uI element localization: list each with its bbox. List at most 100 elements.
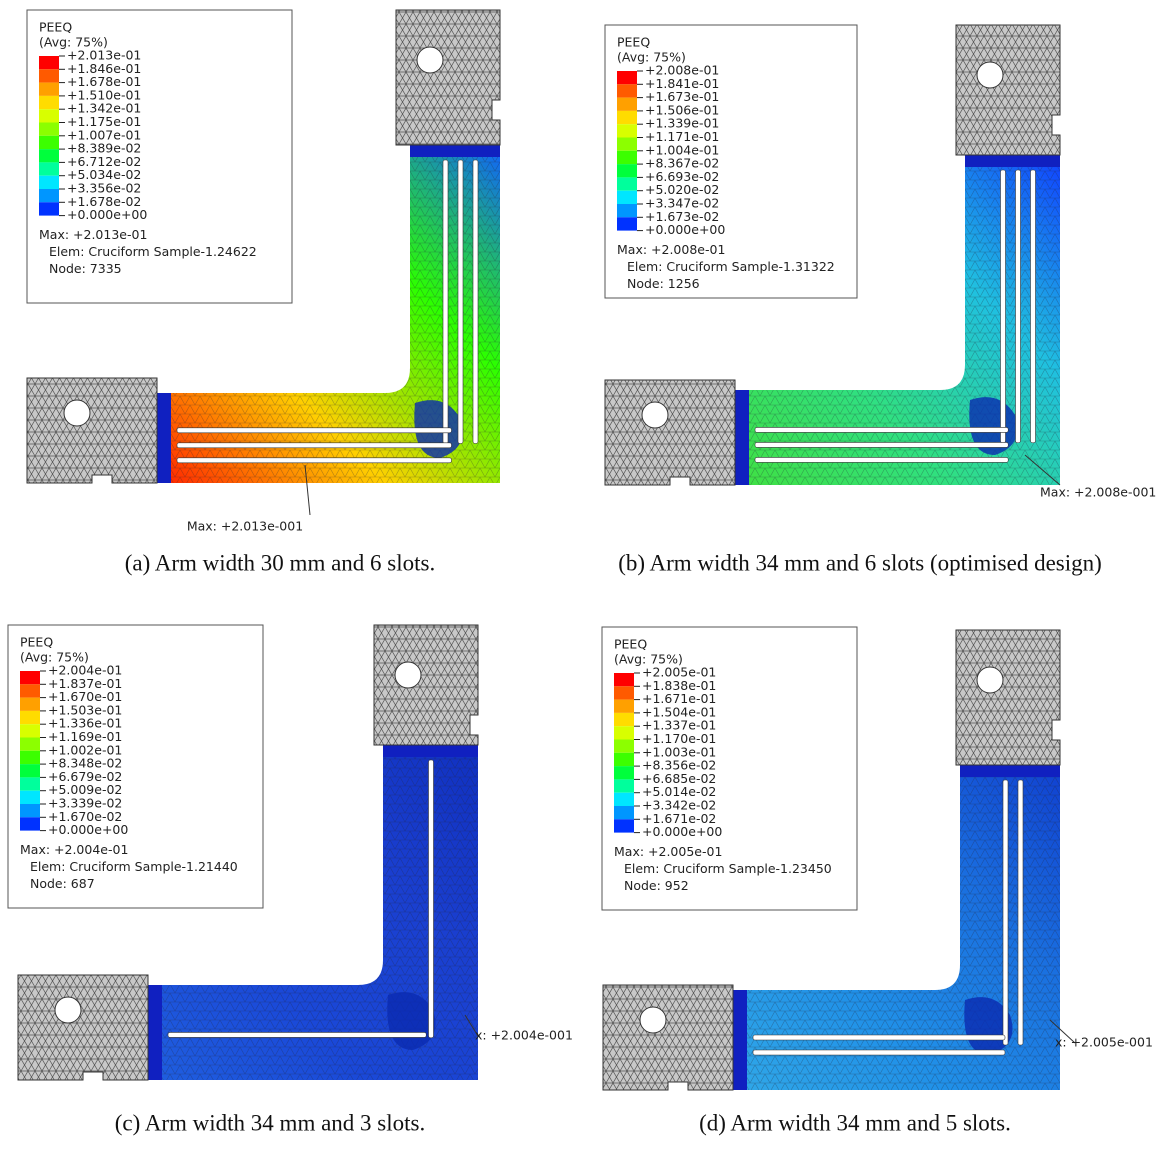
- legend-level: +1.673e-02: [645, 209, 719, 224]
- legend-box: [601, 626, 858, 911]
- panel: PEEQ(Avg: 75%)+2.005e-01+1.838e-01+1.671…: [601, 626, 1153, 1135]
- slot: [754, 457, 1009, 463]
- color-band: [614, 686, 634, 700]
- color-band: [20, 777, 40, 791]
- color-band: [614, 779, 634, 793]
- clamp: [733, 990, 747, 1090]
- legend-elem: Elem: Cruciform Sample-1.21440: [30, 859, 238, 874]
- legend-level: +6.679e-02: [48, 769, 122, 784]
- legend-level: +1.504e-01: [642, 704, 716, 719]
- caption: (c) Arm width 34 mm and 3 slots.: [115, 1110, 425, 1135]
- color-band: [20, 737, 40, 751]
- color-band: [20, 790, 40, 804]
- legend-level: +1.171e-01: [645, 129, 719, 144]
- color-band: [20, 671, 40, 685]
- legend-level: +5.020e-02: [645, 182, 719, 197]
- legend-box: [604, 24, 858, 299]
- color-band: [20, 724, 40, 738]
- color-band: [20, 697, 40, 711]
- slot: [1002, 779, 1009, 1046]
- caption: (b) Arm width 34 mm and 6 slots (optimis…: [618, 550, 1102, 575]
- legend-node: Node: 952: [624, 878, 689, 893]
- color-band: [617, 177, 637, 191]
- color-band: [617, 97, 637, 111]
- legend-node: Node: 7335: [49, 261, 122, 276]
- legend-title: PEEQ: [39, 20, 72, 35]
- legend-elem: Elem: Cruciform Sample-1.23450: [624, 861, 832, 876]
- color-band: [617, 204, 637, 218]
- max-annotation: Max: +2.008e-001: [1040, 485, 1156, 500]
- hole: [639, 1006, 667, 1034]
- clamp: [960, 765, 1060, 777]
- legend-level: +1.671e-02: [642, 811, 716, 826]
- legend-level: +2.008e-01: [645, 63, 719, 78]
- legend-max: Max: +2.008e-01: [617, 242, 725, 257]
- color-band: [39, 69, 59, 83]
- left-grip: [602, 984, 734, 1091]
- top-grip: [955, 629, 1061, 766]
- color-band: [20, 817, 40, 831]
- legend-level: +1.342e-01: [67, 101, 141, 116]
- hole: [394, 661, 422, 689]
- legend-level: +0.000e+00: [67, 207, 147, 222]
- legend-elem: Elem: Cruciform Sample-1.31322: [627, 259, 835, 274]
- legend-level: +6.685e-02: [642, 771, 716, 786]
- legend-box: [7, 624, 264, 909]
- color-band: [617, 84, 637, 98]
- legend-level: +1.510e-01: [67, 87, 141, 102]
- left-grip: [17, 974, 149, 1081]
- hole: [976, 61, 1004, 89]
- color-band: [39, 149, 59, 163]
- legend-level: +1.670e-01: [48, 689, 122, 704]
- slot: [752, 1034, 1006, 1041]
- color-band: [20, 710, 40, 725]
- legend-level: +1.506e-01: [645, 102, 719, 117]
- legend-max: Max: +2.013e-01: [39, 227, 147, 242]
- max-annotation: Max: +2.013e-001: [187, 519, 303, 534]
- clamp: [148, 985, 162, 1080]
- top-grip: [955, 24, 1061, 156]
- color-band: [39, 95, 59, 110]
- color-band: [617, 150, 637, 165]
- slot: [167, 1032, 427, 1038]
- legend-level: +6.693e-02: [645, 169, 719, 184]
- clamp: [383, 745, 478, 757]
- color-band: [614, 739, 634, 753]
- slot: [754, 442, 1009, 448]
- slot: [176, 442, 452, 449]
- legend-level: +3.356e-02: [67, 181, 141, 196]
- slot: [1017, 779, 1024, 1046]
- legend-level: +0.000e+00: [645, 222, 725, 237]
- color-band: [20, 750, 40, 765]
- legend-node: Node: 1256: [627, 276, 700, 291]
- color-band: [614, 673, 634, 687]
- top-grip: [395, 9, 501, 146]
- max-annotation: x: +2.005e-001: [1055, 1035, 1153, 1050]
- color-band: [39, 162, 59, 176]
- legend-average: (Avg: 75%): [39, 35, 108, 50]
- legend-average: (Avg: 75%): [20, 650, 89, 665]
- caption: (d) Arm width 34 mm and 5 slots.: [699, 1110, 1011, 1135]
- legend-level: +1.838e-01: [642, 678, 716, 693]
- legend-level: +2.013e-01: [67, 48, 141, 63]
- color-band: [614, 806, 634, 820]
- color-band: [617, 124, 637, 138]
- slot: [1000, 169, 1006, 444]
- color-band: [617, 164, 637, 178]
- caption: (a) Arm width 30 mm and 6 slots.: [125, 550, 435, 575]
- slot: [1015, 169, 1021, 444]
- legend-average: (Avg: 75%): [617, 50, 686, 65]
- color-band: [614, 699, 634, 713]
- legend-title: PEEQ: [20, 635, 53, 650]
- color-band: [39, 135, 59, 150]
- color-band: [39, 175, 59, 189]
- legend-level: +1.175e-01: [67, 114, 141, 129]
- legend-level: +1.003e-01: [642, 744, 716, 759]
- legend-level: +1.678e-01: [67, 74, 141, 89]
- legend-level: +2.005e-01: [642, 665, 716, 680]
- leader-line: [1049, 1019, 1076, 1044]
- clamp: [965, 155, 1060, 167]
- legend-level: +8.367e-02: [645, 156, 719, 171]
- legend-level: +1.004e-01: [645, 142, 719, 157]
- legend-level: +1.169e-01: [48, 729, 122, 744]
